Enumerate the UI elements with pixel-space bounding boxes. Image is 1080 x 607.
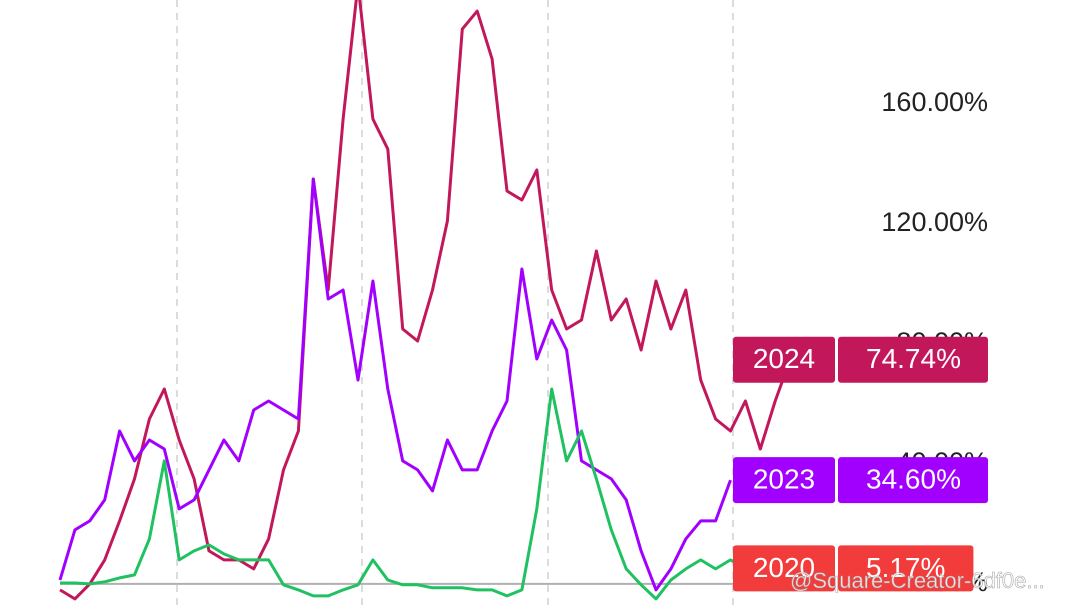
badge-name-bg: [733, 545, 835, 592]
y-tick-label: 160.00%: [881, 87, 988, 117]
badges: 2024 74.74% 2023 34.60% 2020 5.17%: [733, 336, 988, 592]
badge-value: 34.60%: [866, 464, 961, 495]
y-tick-label: 120.00%: [881, 207, 988, 237]
watermark: @Square-Creator-6df0e...: [790, 568, 1045, 593]
badge-name-bg: [733, 457, 835, 504]
lines: [58, 0, 792, 601]
series-line: [58, 177, 732, 592]
badge-name: 2023: [753, 464, 815, 495]
badge-value: 5.17%: [866, 552, 945, 583]
badge-value-bg: [838, 545, 974, 592]
badge-value: 74.74%: [866, 343, 961, 374]
series-line: [59, 0, 792, 601]
vertical-grid: [176, 0, 734, 607]
badge-name: 2020: [753, 552, 815, 583]
badge-name: 2024: [753, 343, 815, 374]
badge-value-bg: [838, 336, 988, 383]
badge-value-bg: [838, 457, 988, 504]
badge-name-bg: [733, 336, 835, 383]
series-line: [60, 387, 761, 601]
